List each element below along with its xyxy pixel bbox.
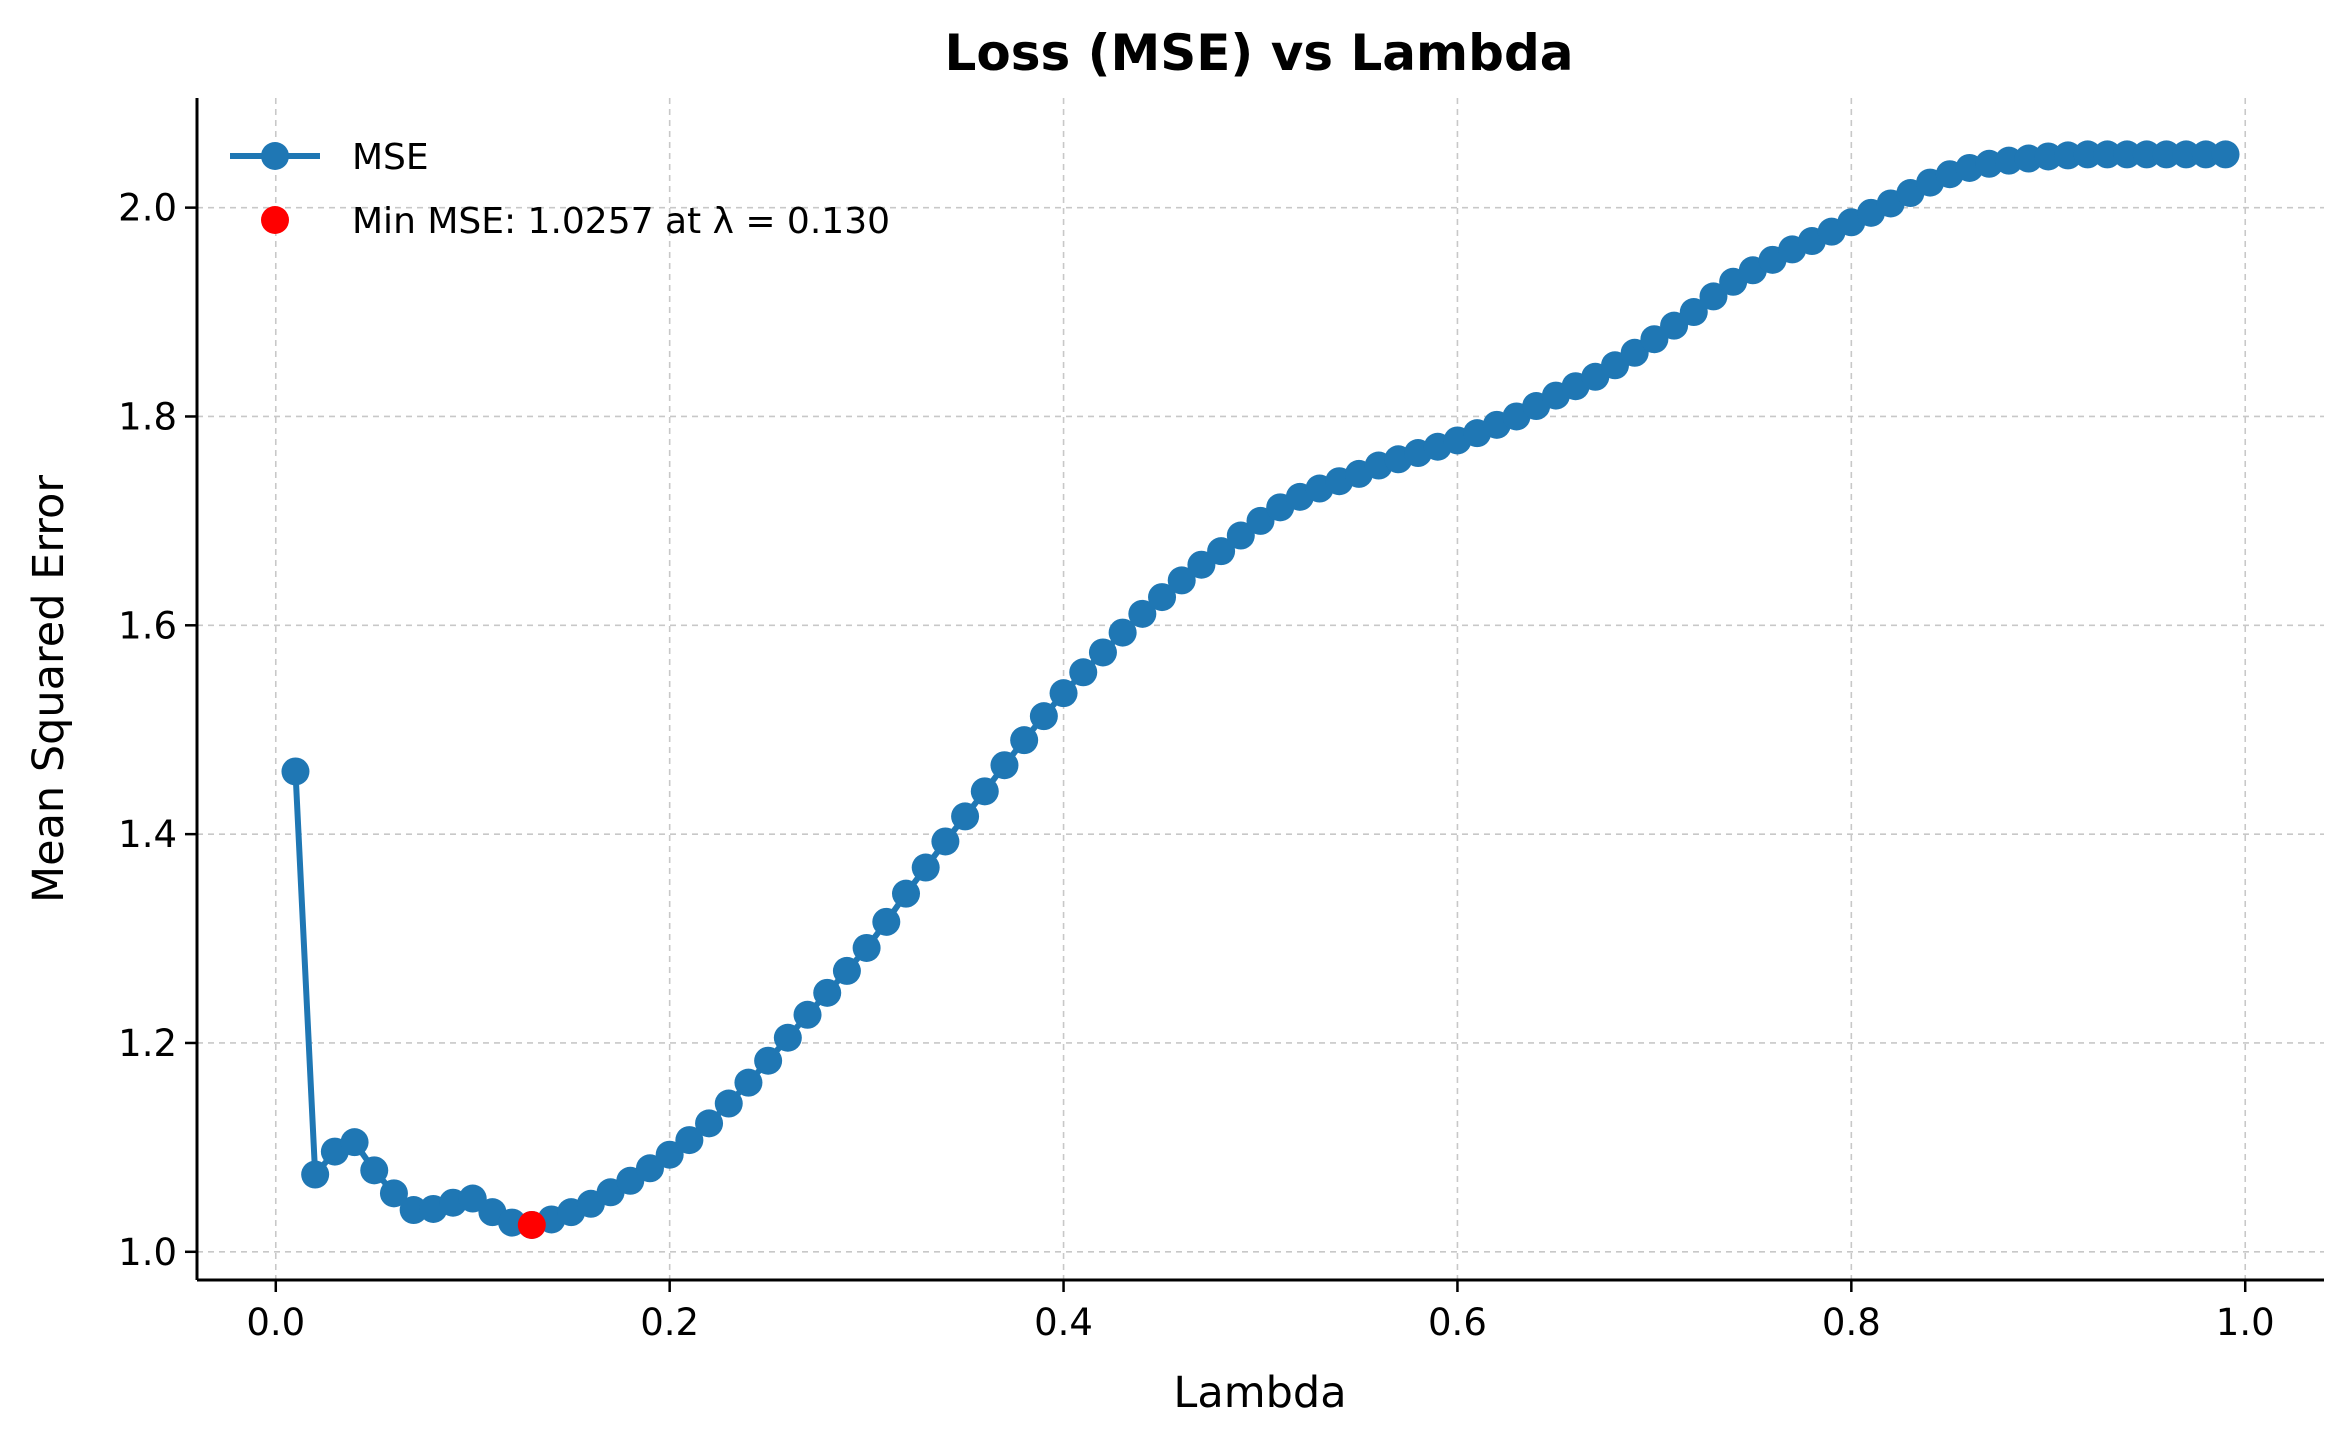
mse-data-point [1010, 726, 1039, 755]
x-tick-label: 0.4 [1034, 1301, 1093, 1344]
mse-data-point [1069, 658, 1098, 687]
mse-data-point [2132, 140, 2161, 169]
mse-data-point [1640, 325, 1669, 354]
mse-data-point [1226, 521, 1255, 550]
legend-min-label: Min MSE: 1.0257 at λ = 0.130 [352, 201, 890, 242]
mse-data-point [931, 827, 960, 856]
mse-data-point [2113, 140, 2142, 169]
ticks: 0.0 0.2 0.4 0.6 0.8 1.0 1.0 1.2 1.4 1.6 1.8 2.0 [118, 187, 2274, 1344]
mse-data-point [635, 1154, 664, 1183]
x-tick-label: 0.0 [246, 1301, 305, 1344]
mse-data-point [281, 757, 310, 786]
series-layer [281, 140, 2240, 1239]
grid [197, 98, 2324, 1280]
x-axis-label: Lambda [1173, 1368, 1346, 1418]
x-tick-label: 0.2 [640, 1301, 699, 1344]
mse-data-point [458, 1184, 487, 1213]
y-tick-label: 2.0 [118, 187, 177, 230]
mse-data-point [734, 1068, 763, 1097]
mse-data-point [1207, 537, 1236, 566]
mse-data-point [2093, 140, 2122, 169]
x-tick-label: 0.6 [1428, 1301, 1487, 1344]
mse-data-point [655, 1140, 684, 1169]
mse-data-point [2073, 140, 2102, 169]
legend-mse-marker [261, 142, 289, 170]
legend-min-marker [261, 206, 289, 234]
mse-data-point [301, 1160, 330, 1189]
mse-data-point [892, 879, 920, 908]
x-tick-label: 0.8 [1822, 1301, 1881, 1344]
mse-data-point [990, 751, 1019, 780]
mse-data-point [2172, 140, 2201, 169]
y-tick-label: 1.6 [118, 604, 177, 647]
y-tick-label: 1.8 [118, 395, 177, 438]
mse-data-point [1128, 599, 1157, 628]
mse-data-point [1699, 282, 1728, 311]
mse-data-point [852, 933, 881, 962]
mse-data-point [1187, 550, 1216, 579]
mse-data-point [1660, 311, 1689, 340]
legend: MSE Min MSE: 1.0257 at λ = 0.130 [230, 137, 890, 242]
y-tick-label: 1.2 [118, 1022, 177, 1065]
mse-data-point [2152, 140, 2181, 169]
mse-data-point [970, 777, 999, 806]
mse-data-point [399, 1196, 428, 1225]
y-tick-label: 1.0 [118, 1231, 177, 1274]
axes [195, 98, 2324, 1282]
mse-data-point [379, 1179, 408, 1208]
mse-data-point [714, 1089, 743, 1118]
mse-data-point [2053, 141, 2082, 170]
mse-data-point [675, 1126, 704, 1155]
mse-data-point [1246, 506, 1275, 535]
legend-mse-label: MSE [352, 137, 429, 178]
mse-data-point [832, 956, 861, 985]
mse-data-point [2211, 140, 2240, 169]
mse-data-point [1088, 638, 1117, 667]
mse-data-point [1167, 566, 1196, 595]
mse-data-point [951, 802, 980, 831]
mse-data-point [793, 1000, 822, 1029]
mse-data-point [360, 1156, 389, 1185]
mse-data-point [1029, 702, 1058, 731]
chart-title: Loss (MSE) vs Lambda [945, 24, 1574, 82]
x-tick-label: 1.0 [2216, 1301, 2275, 1344]
mse-data-point [1049, 679, 1078, 708]
mse-data-point [1148, 583, 1177, 612]
mse-data-point [872, 907, 901, 936]
y-axis-label: Mean Squared Error [24, 475, 74, 903]
mse-data-point [911, 853, 940, 882]
mse-data-point [813, 978, 842, 1007]
mse-data-point [340, 1128, 369, 1157]
mse-data-point [2191, 140, 2220, 169]
min-mse-point [517, 1210, 546, 1239]
mse-data-point [1108, 618, 1137, 647]
mse-data-point [2034, 142, 2063, 171]
mse-data-point [1620, 338, 1649, 367]
mse-data-point [754, 1046, 783, 1075]
y-tick-label: 1.4 [118, 813, 177, 856]
mse-data-point [773, 1023, 802, 1052]
mse-data-point [1679, 298, 1708, 327]
mse-data-point [695, 1109, 724, 1138]
